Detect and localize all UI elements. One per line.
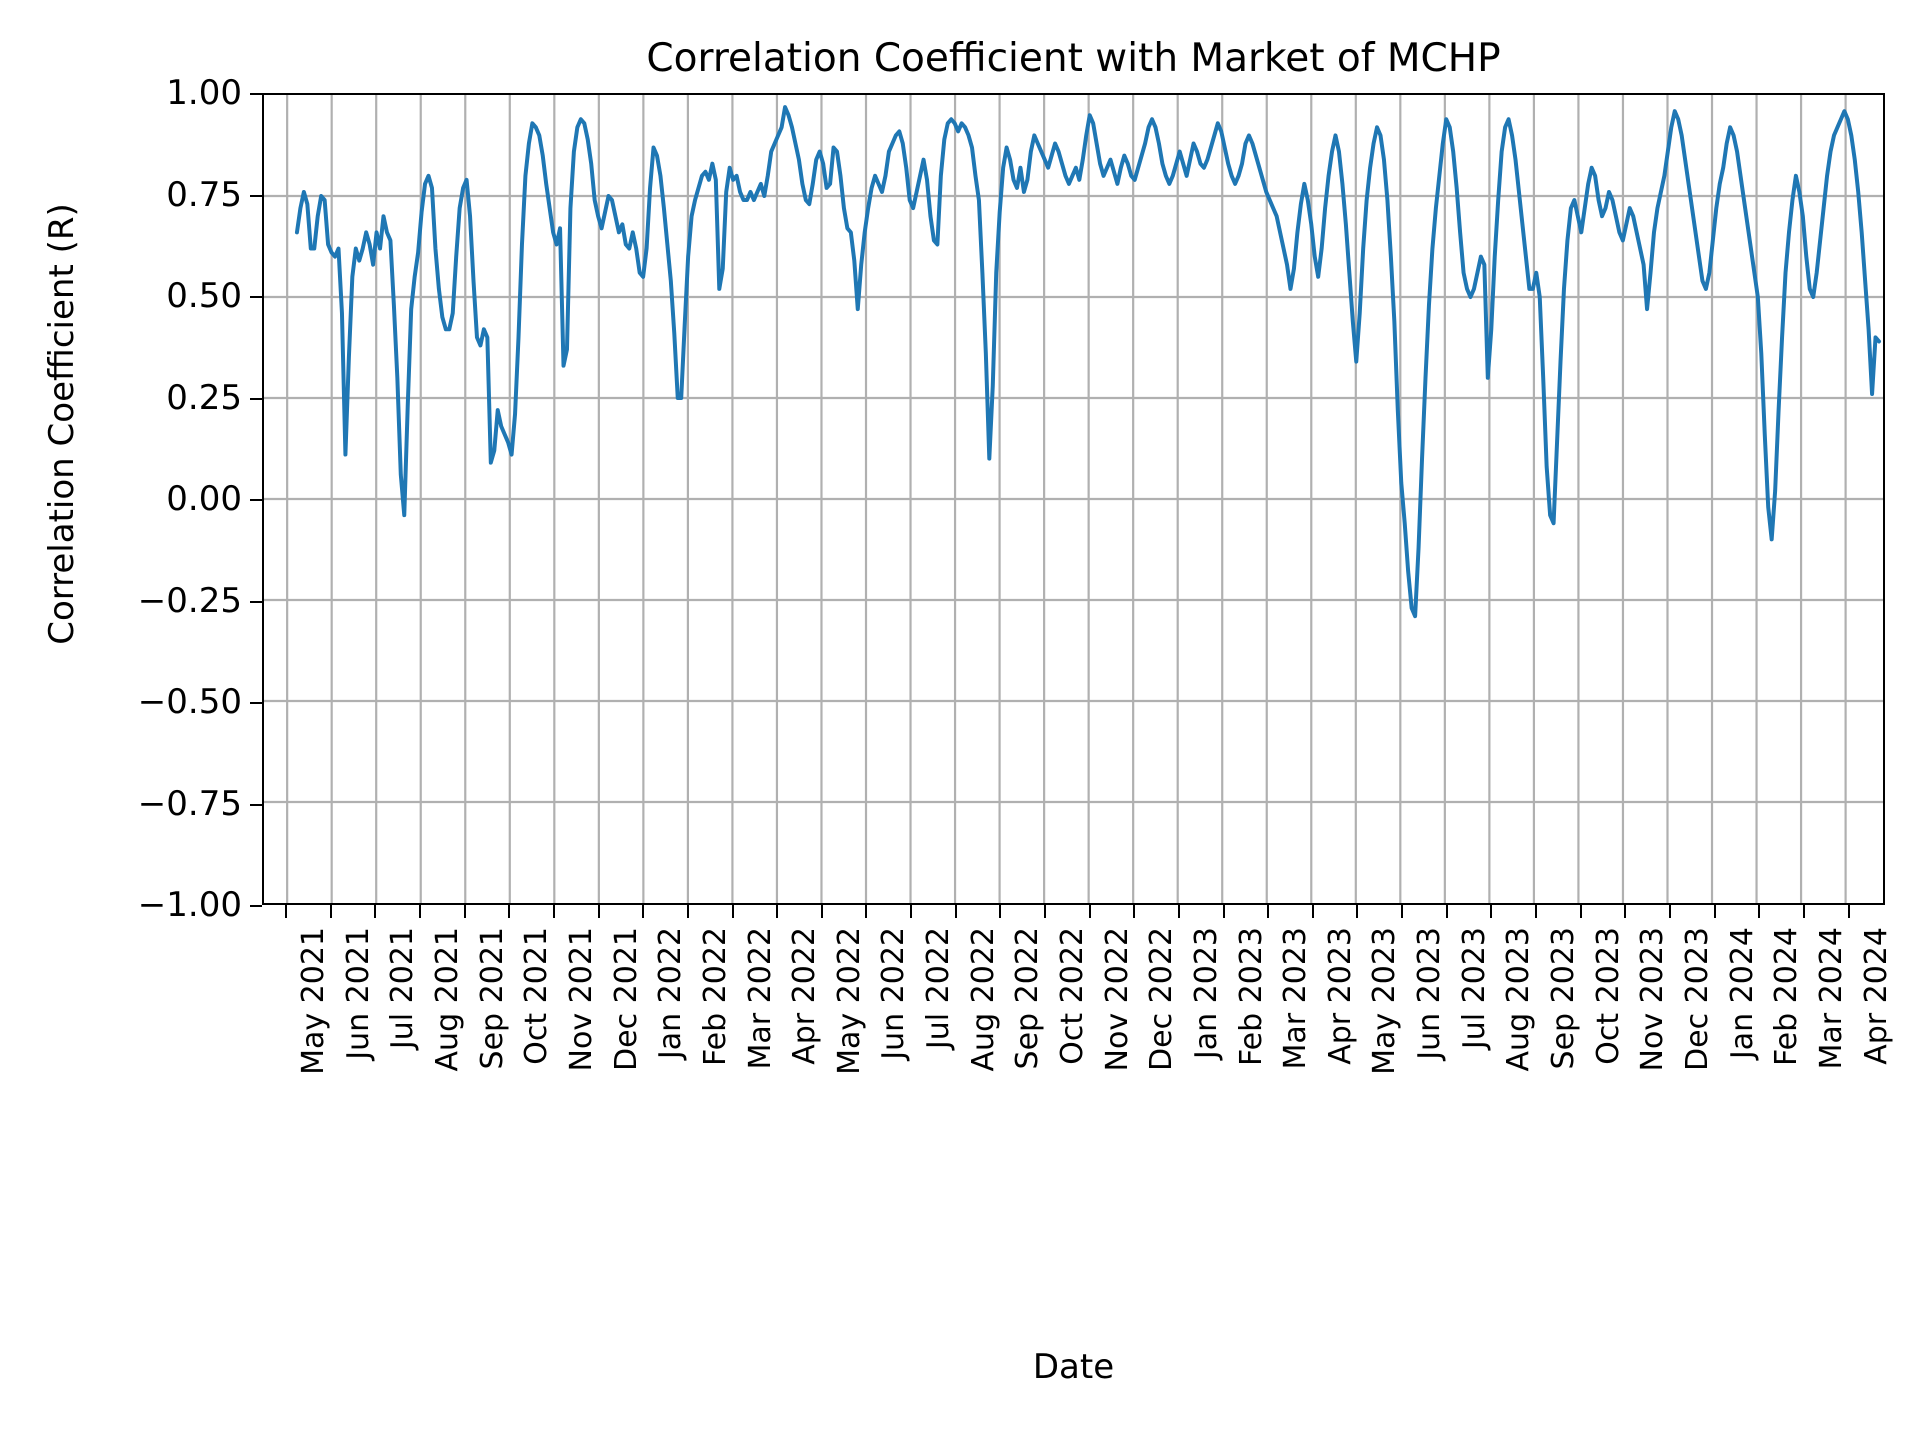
x-tick-mark	[776, 905, 779, 918]
x-tick-mark	[1758, 905, 1761, 918]
y-tick-label: 1.00	[166, 73, 242, 113]
series-path	[294, 105, 1881, 619]
x-tick-mark	[1535, 905, 1538, 918]
y-tick-label: 0.50	[166, 276, 242, 316]
x-tick-label: May 2022	[831, 927, 867, 1075]
x-tick-label: Nov 2022	[1099, 927, 1135, 1072]
x-tick-label: Jun 2021	[340, 927, 376, 1060]
y-tick-label: 0.25	[166, 377, 242, 418]
x-tick-mark	[1624, 905, 1627, 918]
x-tick-label: Jan 2024	[1724, 927, 1760, 1060]
x-tick-mark	[463, 905, 466, 918]
x-tick-mark	[1356, 905, 1359, 918]
data-series-line	[294, 105, 1881, 619]
x-tick-mark	[1177, 905, 1180, 918]
x-tick-mark	[999, 905, 1002, 918]
x-tick-mark	[1490, 905, 1493, 918]
chart-title: Correlation Coefficient with Market of M…	[646, 36, 1501, 81]
x-tick-mark	[553, 905, 556, 918]
x-tick-label: Mar 2024	[1813, 927, 1849, 1070]
x-tick-label: Feb 2023	[1233, 927, 1269, 1066]
y-tick-mark	[250, 600, 262, 603]
x-tick-mark	[329, 905, 332, 918]
x-tick-label: Apr 2023	[1322, 927, 1358, 1065]
x-tick-mark	[642, 905, 645, 918]
y-tick-label: 0.75	[166, 174, 242, 215]
y-tick-mark	[250, 194, 262, 197]
x-tick-label: Dec 2022	[1144, 927, 1180, 1071]
x-tick-label: Apr 2024	[1858, 927, 1894, 1065]
x-tick-label: May 2023	[1367, 927, 1403, 1075]
x-tick-mark	[820, 905, 823, 918]
x-tick-mark	[1401, 905, 1404, 918]
y-axis-label: Correlation Coefficient (R)	[42, 203, 82, 645]
x-tick-mark	[1668, 905, 1671, 918]
x-tick-label: Dec 2021	[608, 927, 644, 1071]
x-tick-mark	[1088, 905, 1091, 918]
x-tick-mark	[910, 905, 913, 918]
x-tick-label: Aug 2021	[430, 927, 466, 1072]
x-tick-label: Jan 2023	[1188, 927, 1224, 1060]
x-tick-label: Mar 2023	[1278, 927, 1314, 1070]
y-tick-mark	[250, 93, 262, 95]
y-tick-label: −1.00	[137, 885, 242, 925]
x-tick-mark	[1579, 905, 1582, 918]
x-tick-mark	[1133, 905, 1136, 918]
x-tick-label: Nov 2023	[1635, 927, 1671, 1072]
x-tick-label: Oct 2021	[519, 927, 555, 1065]
x-tick-mark	[1713, 905, 1716, 918]
y-tick-label: −0.50	[137, 682, 242, 722]
y-tick-mark	[250, 296, 262, 298]
y-tick-mark	[250, 397, 262, 400]
x-tick-mark	[1222, 905, 1225, 918]
x-tick-mark	[1267, 905, 1270, 918]
x-tick-mark	[954, 905, 957, 918]
x-tick-mark	[1847, 905, 1850, 918]
x-tick-label: Sep 2023	[1546, 927, 1582, 1070]
x-tick-label: Feb 2024	[1769, 927, 1805, 1066]
y-tick-label: 0.00	[166, 479, 242, 519]
x-tick-mark	[508, 905, 511, 918]
x-tick-label: Jun 2022	[876, 927, 912, 1060]
x-tick-mark	[285, 905, 288, 918]
x-axis-ticks: May 2021 Jun 2021 Jul 2021 Aug 2021 Sep 2021…	[262, 905, 1894, 1325]
x-tick-label: Jul 2023	[1456, 927, 1492, 1050]
x-tick-label: Oct 2023	[1590, 927, 1626, 1065]
x-tick-label: Dec 2023	[1679, 927, 1715, 1071]
x-tick-label: Jun 2023	[1412, 927, 1448, 1060]
x-tick-label: Aug 2022	[965, 927, 1001, 1072]
x-tick-label: Sep 2022	[1010, 927, 1046, 1070]
y-tick-label: −0.25	[137, 580, 242, 621]
y-tick-label: −0.75	[137, 783, 242, 824]
x-tick-label: Jul 2021	[385, 927, 421, 1050]
x-tick-label: Nov 2021	[564, 927, 600, 1072]
x-tick-mark	[1802, 905, 1805, 918]
x-tick-mark	[686, 905, 689, 918]
x-tick-label: Sep 2021	[474, 927, 510, 1070]
x-tick-mark	[1445, 905, 1448, 918]
x-tick-mark	[1044, 905, 1047, 918]
x-tick-label: Jan 2022	[653, 927, 689, 1060]
y-tick-mark	[250, 702, 262, 704]
x-tick-label: May 2021	[296, 927, 332, 1075]
x-tick-label: Mar 2022	[742, 927, 778, 1070]
x-tick-label: Oct 2022	[1055, 927, 1091, 1065]
x-tick-mark	[865, 905, 868, 918]
y-tick-mark	[250, 803, 262, 806]
x-tick-mark	[597, 905, 600, 918]
x-tick-mark	[419, 905, 422, 918]
x-axis-label: Date	[1032, 1347, 1115, 1387]
x-tick-mark	[731, 905, 734, 918]
x-tick-label: Jul 2022	[921, 927, 957, 1050]
x-tick-label: Feb 2022	[697, 927, 733, 1066]
x-tick-mark	[374, 905, 377, 918]
x-tick-mark	[1311, 905, 1314, 918]
y-tick-mark	[250, 905, 262, 907]
plot-area	[262, 93, 1885, 905]
x-tick-label: Aug 2023	[1501, 927, 1537, 1072]
x-tick-label: Apr 2022	[787, 927, 823, 1065]
y-tick-mark	[250, 499, 262, 501]
